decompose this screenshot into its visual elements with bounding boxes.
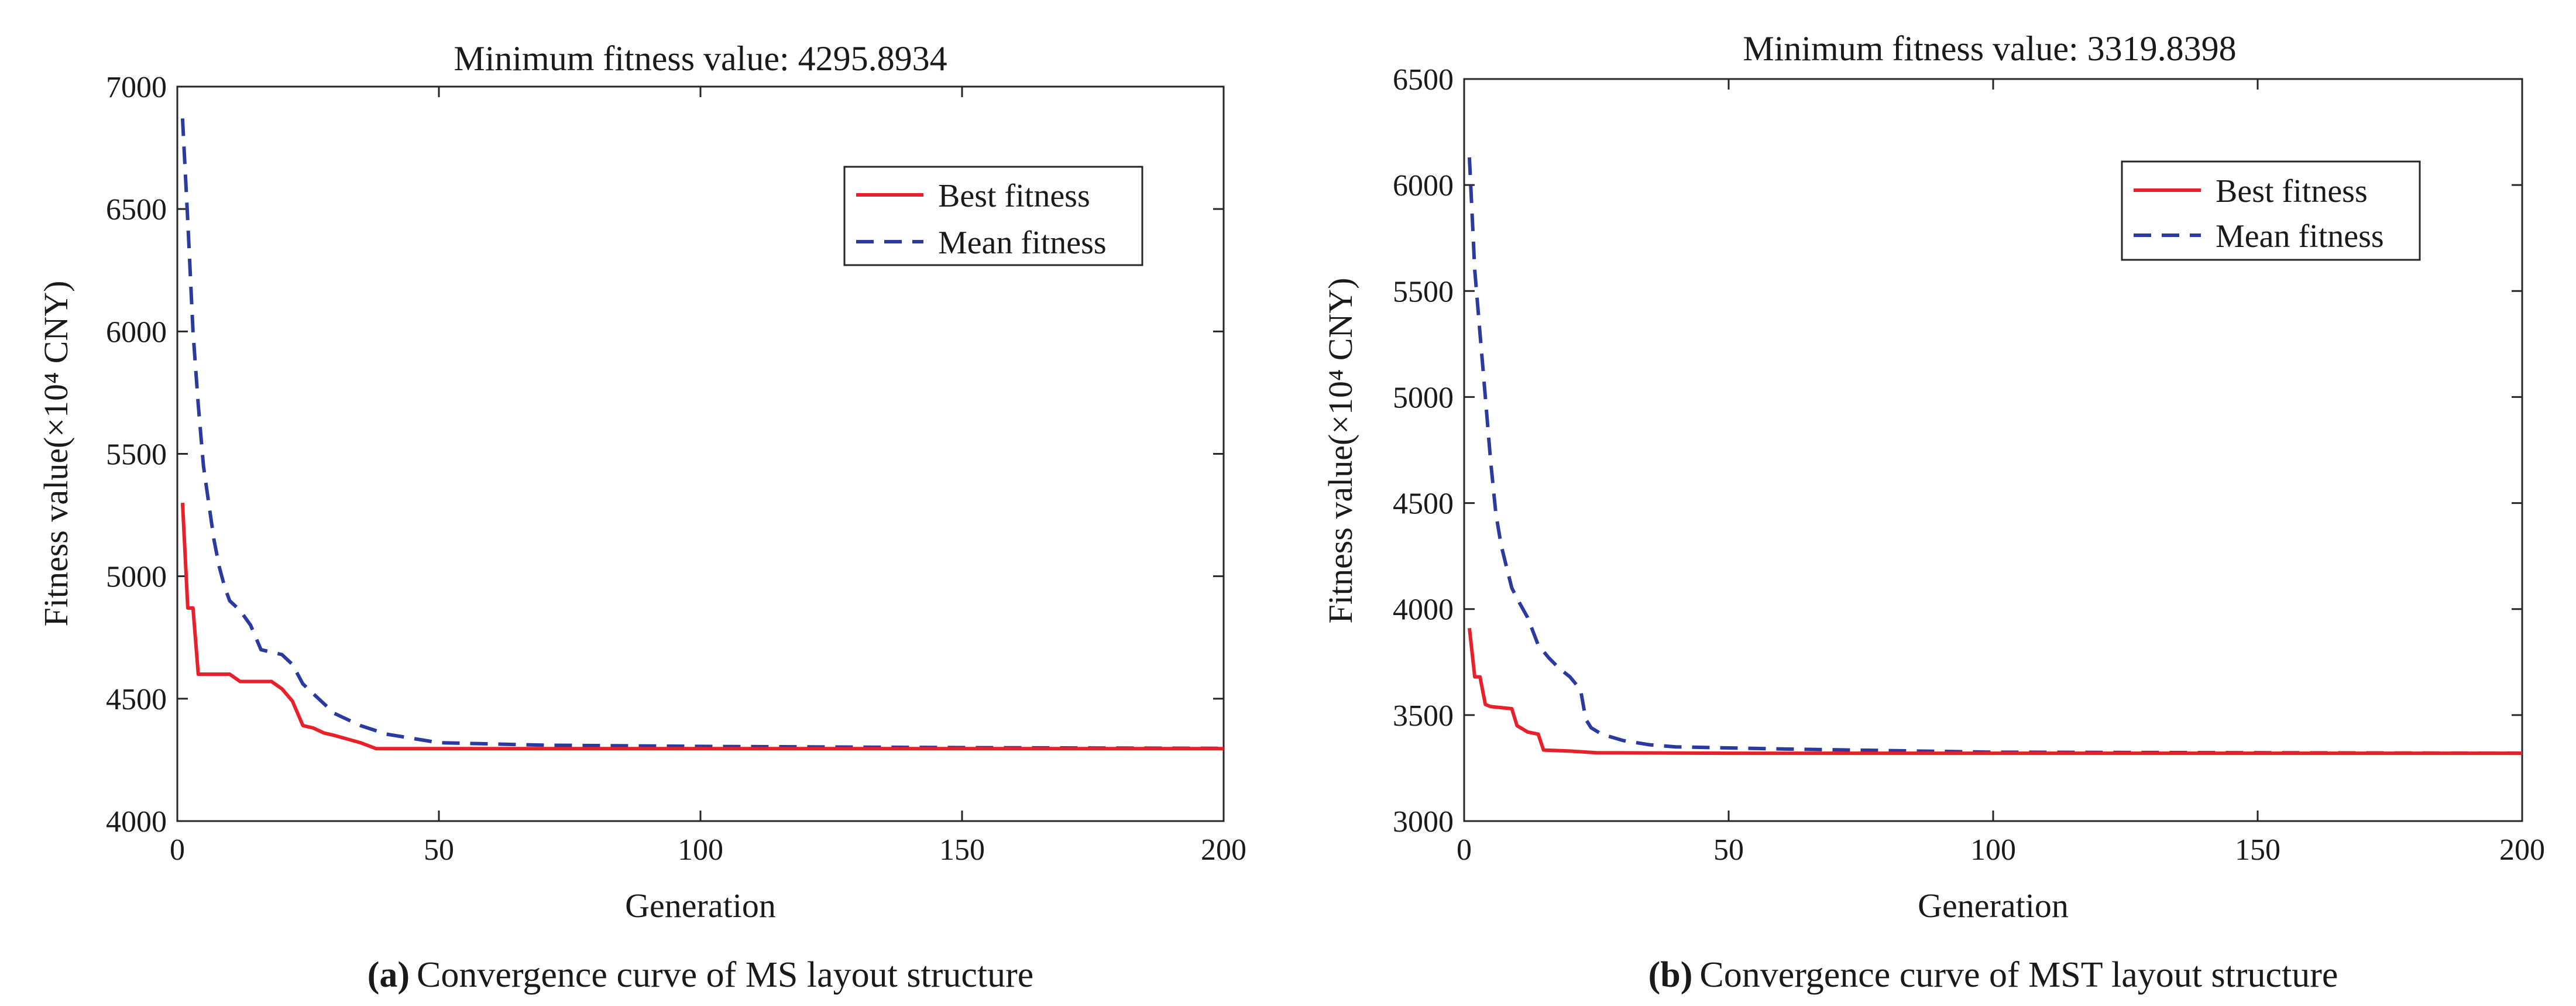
series-layer-a	[180, 118, 1224, 751]
mean-fitness-line-b	[1468, 157, 2523, 756]
x-tick-label-a-1: 50	[424, 833, 454, 867]
x-tick-label-b-3: 150	[2235, 833, 2280, 867]
y-tick-label-b-2: 4000	[1393, 593, 1454, 627]
legend-box-a	[843, 166, 1143, 266]
y-tick-label-b-5: 5500	[1393, 275, 1454, 308]
x-tick-label-a-3: 150	[939, 833, 985, 867]
best-fitness-line-b	[1468, 627, 2522, 756]
y-tick-label-a-3: 5500	[106, 438, 167, 472]
y-tick-label-b-4: 5000	[1393, 381, 1454, 414]
caption-text-b: Convergence curve of MST layout structur…	[1699, 955, 2338, 995]
y-tick-label-a-1: 4500	[106, 683, 167, 716]
y-tick-label-b-6: 6000	[1393, 169, 1454, 202]
y-tick-label-a-6: 7000	[106, 71, 167, 104]
legend-label-best-a: Best fitness	[938, 178, 1090, 214]
y-tick-label-b-7: 6500	[1393, 63, 1454, 97]
caption-tag-a: (a)	[367, 955, 410, 995]
mean-fitness-line-a	[180, 118, 1224, 750]
legend-label-mean-a: Mean fitness	[938, 225, 1107, 261]
ticks-a: 0 50 100 150 200 4000 4500 5000 5500 6000 6500 7000	[106, 71, 1246, 867]
y-axis-label-a: Fitness value(×10⁴ CNY)	[37, 281, 75, 627]
chart-title-a: Minimum fitness value: 4295.8934	[454, 39, 947, 78]
legend-label-best-b: Best fitness	[2216, 173, 2368, 210]
x-tick-label-a-0: 0	[170, 833, 185, 867]
x-tick-label-a-2: 100	[678, 833, 723, 867]
y-tick-label-a-5: 6500	[106, 193, 167, 226]
x-tick-label-b-4: 200	[2499, 833, 2545, 867]
y-tick-label-b-3: 4500	[1393, 487, 1454, 521]
legend-label-mean-b: Mean fitness	[2216, 218, 2384, 255]
legend-box-b	[2121, 160, 2421, 261]
x-tick-label-a-4: 200	[1201, 833, 1246, 867]
x-tick-label-b-0: 0	[1457, 833, 1472, 867]
caption-b: (b) Convergence curve of MST layout struc…	[1648, 955, 2338, 995]
y-tick-label-b-1: 3500	[1393, 699, 1454, 733]
ticks-b: 0 50 100 150 200 3000 3500 4000 4500 5000 5500 6000…	[1393, 63, 2545, 867]
legend-a: Best fitness Mean fitness	[843, 166, 1143, 266]
chart-title-b: Minimum fitness value: 3319.8398	[1743, 29, 2236, 68]
y-tick-label-a-4: 6000	[106, 315, 167, 349]
x-tick-label-b-2: 100	[1970, 833, 2016, 867]
chart-panel-b: Minimum fitness value: 3319.8398 0 50 100 1…	[1321, 29, 2545, 995]
y-tick-label-b-0: 3000	[1393, 805, 1454, 839]
y-tick-label-a-0: 4000	[106, 805, 167, 839]
x-tick-label-b-1: 50	[1713, 833, 1744, 867]
x-axis-label-a: Generation	[625, 887, 776, 925]
caption-a: (a) Convergence curve of MS layout struct…	[367, 955, 1034, 995]
chart-panel-a: Minimum fitness value: 4295.8934 0 50 100 1…	[37, 39, 1246, 995]
caption-text-a: Convergence curve of MS layout structure	[417, 955, 1033, 995]
y-axis-label-b: Fitness value(×10⁴ CNY)	[1321, 278, 1359, 624]
series-layer-b	[1468, 157, 2523, 756]
y-tick-label-a-2: 5000	[106, 561, 167, 594]
legend-b: Best fitness Mean fitness	[2121, 160, 2421, 261]
best-fitness-line-a	[180, 503, 1224, 751]
caption-tag-b: (b)	[1648, 955, 1693, 995]
x-axis-label-b: Generation	[1918, 887, 2069, 925]
